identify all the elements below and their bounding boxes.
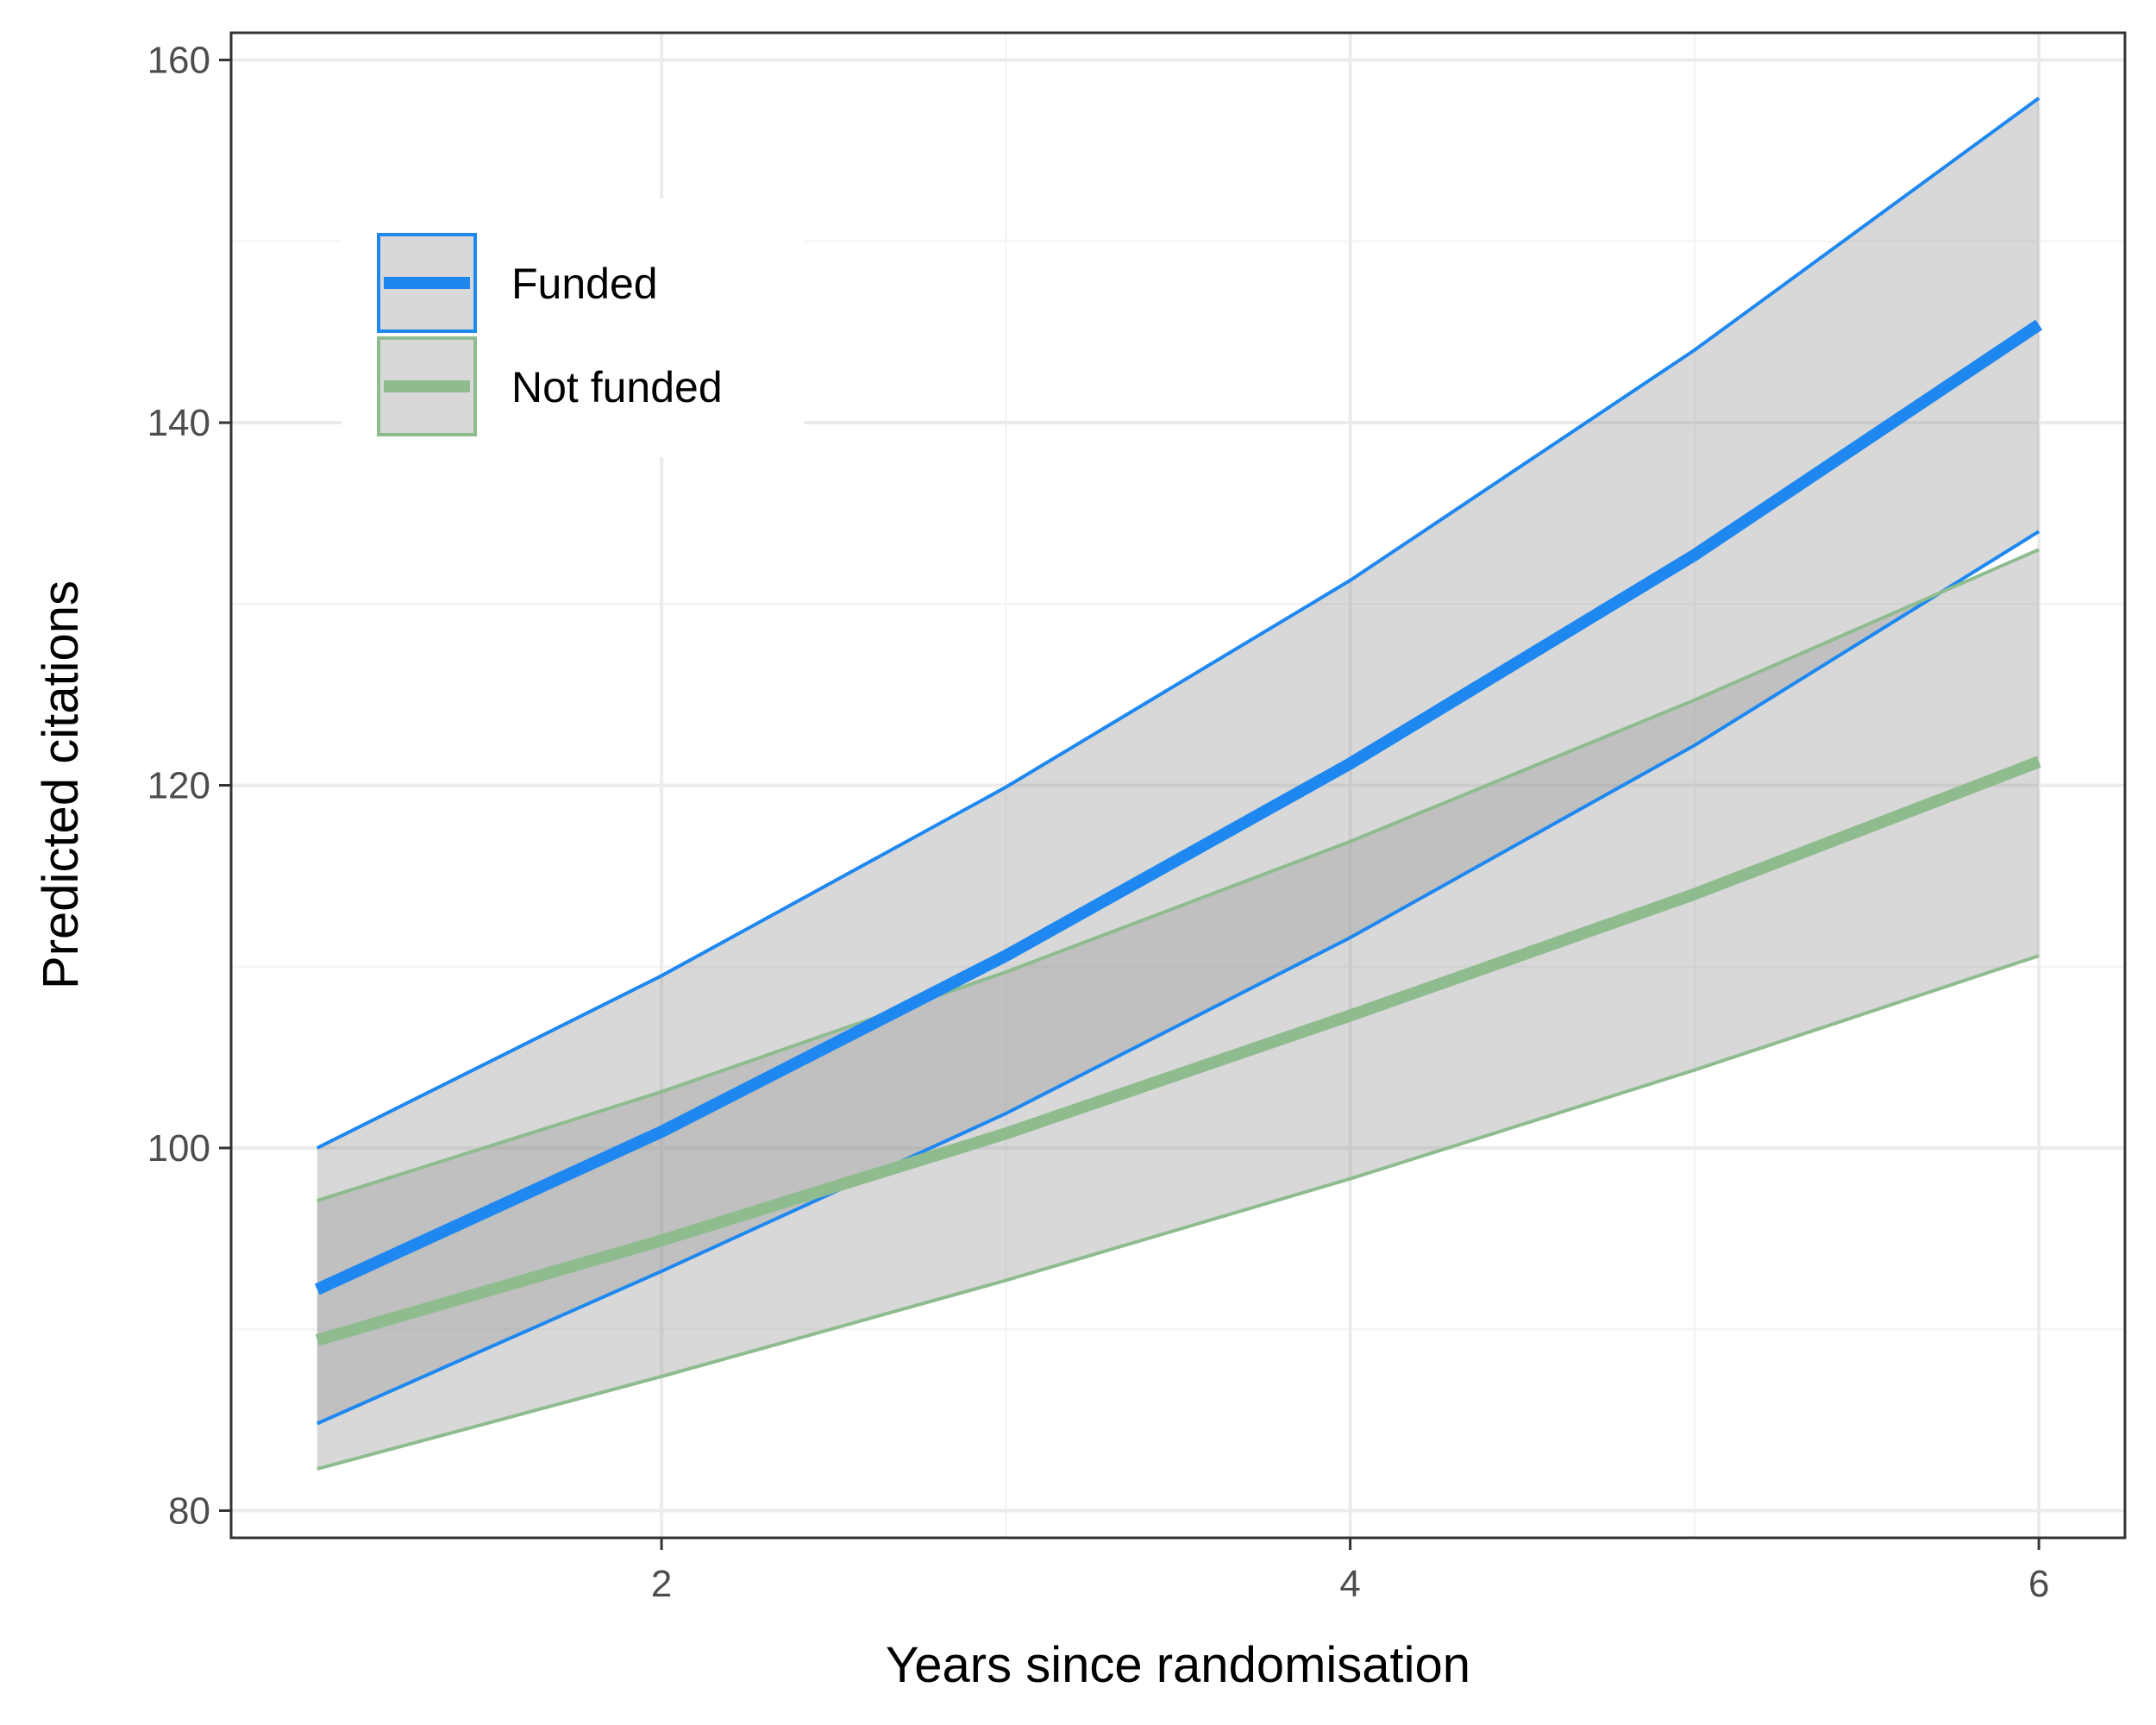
legend-background	[342, 198, 804, 457]
y-tick-label: 80	[168, 1490, 210, 1532]
x-tick-label: 6	[2028, 1563, 2049, 1605]
x-tick-label: 2	[651, 1563, 672, 1605]
legend-label: Funded	[511, 260, 658, 308]
upper-bound-line	[317, 548, 2040, 1202]
legend: Funded Not funded	[342, 198, 804, 457]
x-axis-title: Years since randomisation	[886, 1637, 1470, 1693]
series-line	[314, 319, 2043, 1295]
upper-bound-line	[316, 97, 2040, 1150]
lower-bound-line	[316, 530, 2040, 1426]
confidence-band	[317, 549, 2040, 1470]
x-tick-label: 4	[1339, 1563, 1360, 1605]
series-lines	[314, 97, 2043, 1471]
series-line	[315, 756, 2041, 1346]
y-tick-label: 140	[147, 402, 210, 444]
y-tick-label: 160	[147, 40, 210, 82]
legend-label: Not funded	[511, 363, 723, 411]
y-axis-title: Predicted citations	[33, 580, 89, 989]
lower-bound-line	[317, 954, 2040, 1471]
y-tick-label: 120	[147, 765, 210, 807]
y-tick-label: 100	[147, 1127, 210, 1170]
gridlines	[231, 33, 2125, 1538]
axes: 2 4 6 80 100 120 140 160	[147, 40, 2050, 1605]
